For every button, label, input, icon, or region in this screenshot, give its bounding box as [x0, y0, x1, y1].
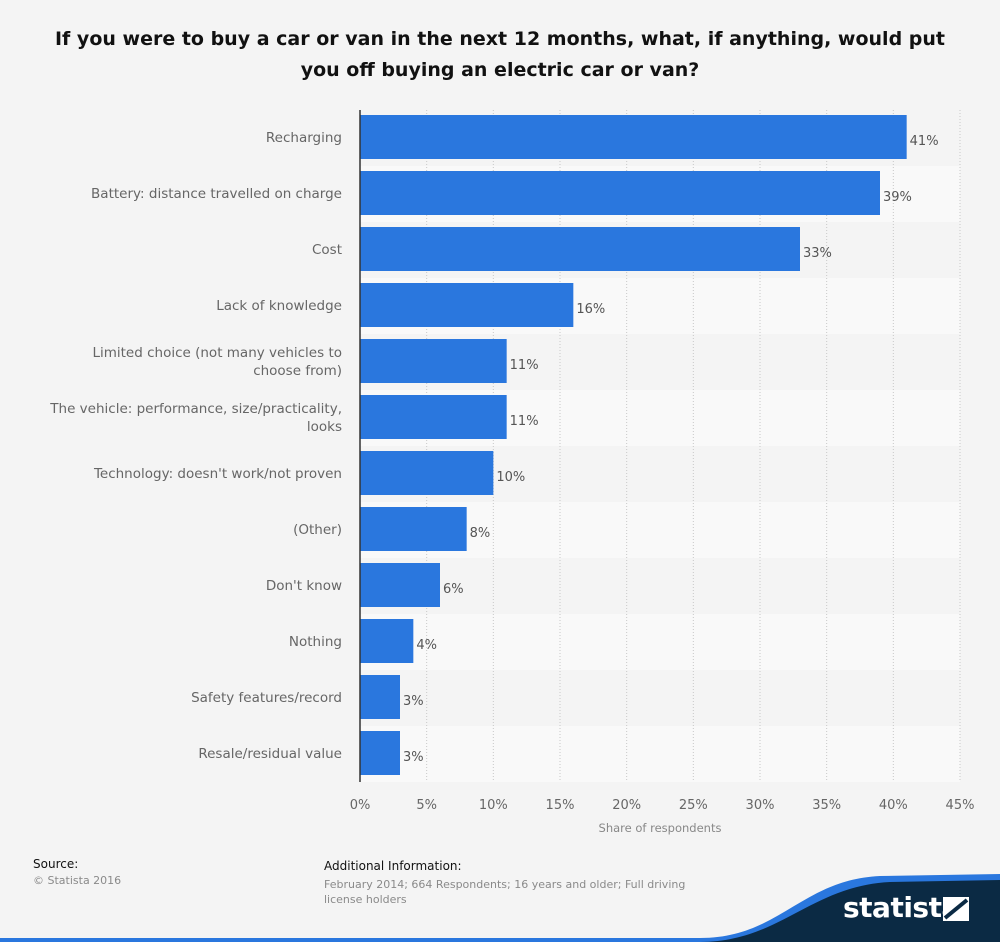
data-label: 11%	[510, 414, 539, 429]
source-text: © Statista 2016	[33, 874, 122, 887]
bar	[360, 283, 574, 327]
category-label-line: Technology: doesn't work/not proven	[93, 466, 342, 482]
category-label: Cost	[312, 242, 342, 258]
data-label: 8%	[470, 526, 491, 541]
category-label: Technology: doesn't work/not proven	[93, 466, 342, 482]
category-label-line: Nothing	[289, 634, 342, 650]
statista-logo[interactable]: statista	[843, 891, 960, 924]
category-label: Safety features/record	[191, 690, 342, 706]
bar	[360, 339, 507, 383]
x-tick-label: 20%	[612, 798, 641, 813]
row-band	[360, 558, 960, 614]
category-label: (Other)	[293, 522, 342, 538]
data-label: 39%	[883, 190, 912, 205]
category-label: Recharging	[266, 130, 342, 146]
x-tick-label: 5%	[416, 798, 437, 813]
data-label: 16%	[576, 302, 605, 317]
category-label-line: Lack of knowledge	[216, 298, 342, 314]
x-tick-label: 45%	[946, 798, 975, 813]
data-label: 3%	[403, 750, 424, 765]
category-label: The vehicle: performance, size/practical…	[49, 401, 342, 435]
bar-chart: 0% 5% 10% 15% 20% 25% 30% 35% 40% 45% 41% Rechargin…	[49, 110, 975, 835]
x-tick-label: 10%	[479, 798, 508, 813]
brand-swoosh	[0, 874, 1000, 942]
category-label-line: Limited choice (not many vehicles to	[92, 345, 342, 361]
data-label: 11%	[510, 358, 539, 373]
bar	[360, 563, 440, 607]
data-label: 41%	[910, 134, 939, 149]
category-label-line: Cost	[312, 242, 342, 258]
additional-info-text: February 2014; 664 Respondents; 16 years…	[324, 878, 686, 906]
x-tick-label: 25%	[679, 798, 708, 813]
bar	[360, 731, 400, 775]
category-label-line: Don't know	[266, 578, 342, 594]
source-label: Source:	[33, 857, 79, 871]
category-label: Nothing	[289, 634, 342, 650]
bar	[360, 115, 907, 159]
bar	[360, 451, 494, 495]
bar	[360, 171, 880, 215]
x-tick-label: 30%	[746, 798, 775, 813]
bar	[360, 227, 800, 271]
row-band	[360, 670, 960, 726]
x-tick-label: 15%	[546, 798, 575, 813]
chart-title: If you were to buy a car or van in the n…	[54, 28, 945, 81]
bar	[360, 507, 467, 551]
data-label: 3%	[403, 694, 424, 709]
row-band	[360, 614, 960, 670]
category-label: Battery: distance travelled on charge	[91, 186, 342, 202]
data-label: 10%	[496, 470, 525, 485]
category-label: Don't know	[266, 578, 342, 594]
x-tick-label: 0%	[350, 798, 371, 813]
category-label-line: looks	[307, 419, 342, 435]
row-band	[360, 726, 960, 782]
category-label-line: Resale/residual value	[198, 746, 342, 762]
bar	[360, 395, 507, 439]
category-label-line: The vehicle: performance, size/practical…	[49, 401, 342, 417]
x-axis-title: Share of respondents	[599, 821, 722, 835]
bar	[360, 619, 414, 663]
category-label-line: choose from)	[253, 363, 342, 379]
brand-dark-swoosh	[700, 880, 1000, 942]
additional-info-label: Additional Information:	[324, 859, 462, 873]
data-label: 4%	[416, 638, 437, 653]
x-tick-label: 40%	[879, 798, 908, 813]
x-tick-label: 35%	[812, 798, 841, 813]
category-label-line: (Other)	[293, 522, 342, 538]
data-label: 33%	[803, 246, 832, 261]
bar	[360, 675, 400, 719]
data-label: 6%	[443, 582, 464, 597]
category-label: Resale/residual value	[198, 746, 342, 762]
category-label-line: Recharging	[266, 130, 342, 146]
category-label-line: Battery: distance travelled on charge	[91, 186, 342, 202]
category-label: Limited choice (not many vehicles to choo…	[92, 345, 342, 379]
category-label: Lack of knowledge	[216, 298, 342, 314]
category-label-line: Safety features/record	[191, 690, 342, 706]
statista-logo-icon	[943, 897, 969, 921]
